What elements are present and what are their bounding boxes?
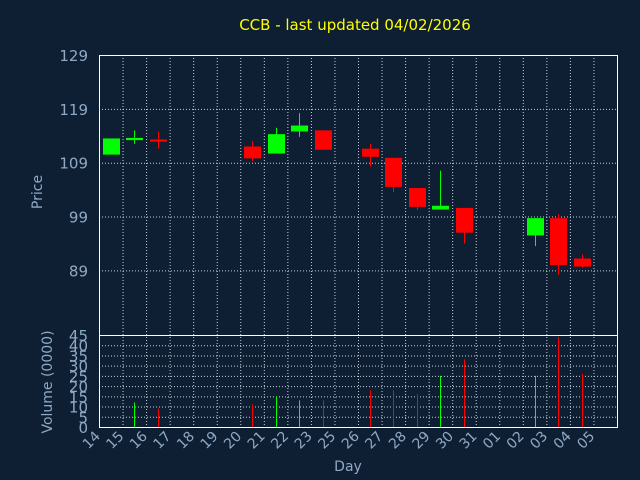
volume-tick-label: 40 bbox=[69, 337, 88, 355]
volume-tick-label: 20 bbox=[69, 378, 88, 396]
candle-body bbox=[527, 218, 544, 236]
x-tick-label: 18 bbox=[174, 429, 198, 453]
price-tick-label: 119 bbox=[59, 101, 88, 119]
volume-max-label: 45 bbox=[69, 327, 88, 345]
candle-body bbox=[150, 139, 167, 142]
price-tick-label: 129 bbox=[59, 47, 88, 65]
volume-tick-label: 5 bbox=[78, 409, 88, 427]
volume-tick-label: 30 bbox=[69, 358, 88, 376]
candle-body bbox=[362, 148, 379, 157]
grid-lines bbox=[99, 55, 617, 427]
x-tick-label: 01 bbox=[480, 429, 504, 453]
candle-body bbox=[550, 218, 567, 265]
x-tick-label: 19 bbox=[198, 429, 222, 453]
x-tick-label: 30 bbox=[433, 429, 457, 453]
price-tick-label: 109 bbox=[59, 155, 88, 173]
x-tick-label: 23 bbox=[292, 429, 316, 453]
x-tick-label: 04 bbox=[551, 428, 575, 452]
candle-body bbox=[103, 138, 120, 155]
x-tick-label: 05 bbox=[574, 429, 598, 453]
x-tick-label: 02 bbox=[504, 429, 528, 453]
x-tick-label: 20 bbox=[221, 429, 245, 453]
price-tick-label: 99 bbox=[69, 209, 88, 227]
volume-panel-frame bbox=[99, 335, 618, 428]
volume-axis-title: Volume (0000) bbox=[40, 330, 56, 433]
chart-frame bbox=[99, 55, 618, 428]
candle-body bbox=[315, 130, 332, 150]
candle-body bbox=[456, 207, 473, 233]
volume-tick-label: 0 bbox=[78, 419, 88, 437]
candle-body bbox=[409, 188, 426, 207]
chart-marks bbox=[103, 113, 591, 427]
x-axis-title: Day bbox=[334, 459, 362, 475]
x-tick-label: 17 bbox=[151, 429, 175, 453]
x-tick-label: 28 bbox=[386, 429, 410, 453]
price-tick-label: 89 bbox=[69, 262, 88, 280]
x-tick-label: 29 bbox=[410, 429, 434, 453]
x-tick-label: 25 bbox=[315, 429, 339, 453]
x-tick-label: 27 bbox=[362, 429, 386, 453]
candle-body bbox=[291, 125, 308, 132]
volume-tick-label: 15 bbox=[69, 388, 88, 406]
chart-title: CCB - last updated 04/02/2026 bbox=[239, 16, 471, 34]
volume-tick-label: 25 bbox=[69, 368, 88, 386]
x-tick-label: 31 bbox=[457, 429, 481, 453]
x-tick-label: 22 bbox=[268, 429, 292, 453]
candle-body bbox=[432, 205, 449, 210]
price-axis-title: Price bbox=[30, 175, 46, 209]
candle-body bbox=[385, 157, 402, 187]
x-tick-label: 03 bbox=[527, 429, 551, 453]
candle-body bbox=[126, 137, 143, 141]
candle-body bbox=[244, 146, 261, 159]
x-tick-label: 26 bbox=[339, 428, 363, 452]
candle-body bbox=[268, 134, 285, 154]
volume-tick-label: 10 bbox=[69, 399, 88, 417]
x-tick-label: 16 bbox=[127, 428, 151, 452]
volume-tick-label: 35 bbox=[69, 347, 88, 365]
x-tick-label: 21 bbox=[245, 429, 269, 453]
x-tick-label: 15 bbox=[103, 429, 127, 453]
candle-body bbox=[574, 258, 591, 267]
